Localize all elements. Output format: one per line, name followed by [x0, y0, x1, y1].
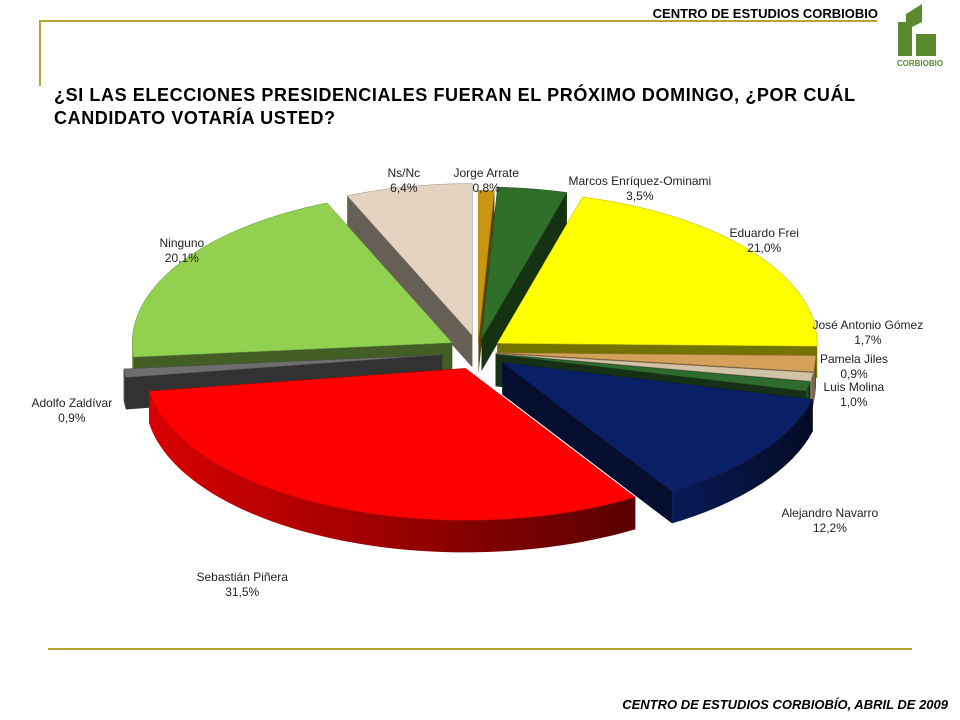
slice-name: Alejandro Navarro: [781, 506, 879, 520]
chart-title: ¿SI LAS ELECCIONES PRESIDENCIALES FUERAN…: [54, 85, 856, 128]
pie-slice: [346, 183, 473, 368]
pie-slice-label: Alejandro Navarro 12,2%: [782, 506, 879, 536]
logo-shape-right: [916, 34, 936, 56]
pie-slice-top: [346, 183, 473, 337]
corbiobio-logo: CORBIOBIO: [897, 4, 943, 68]
pie-slice-label: Pamela Jiles 0,9%: [820, 352, 888, 382]
pie-slice-top: [495, 354, 811, 392]
slice-value: 0,9%: [58, 411, 86, 425]
slice-value: 12,2%: [812, 521, 847, 535]
slice-name: Pamela Jiles: [820, 352, 889, 366]
slice-name: José Antonio Gómez: [812, 318, 924, 332]
pie-slice-label: Adolfo Zaldívar 0,9%: [32, 396, 113, 426]
pie-slice-top: [495, 353, 814, 382]
pie-slice-side: [149, 391, 636, 553]
pie-slice-top: [478, 190, 495, 343]
pie-slice-wall: [481, 192, 567, 371]
pie-slice-label: Eduardo Frei 21,0%: [730, 226, 799, 256]
header-organization: CENTRO DE ESTUDIOS CORBIOBIO: [652, 6, 878, 21]
slice-name: Sebastián Piñera: [196, 570, 288, 584]
pie-slice-top: [495, 352, 817, 373]
pie-slice-top: [148, 368, 636, 521]
pie-slice-side: [123, 368, 126, 410]
slice-name: Ninguno: [159, 236, 205, 250]
pie-slice-side: [672, 399, 813, 524]
slice-value: 0,8%: [472, 181, 500, 195]
logo-text: CORBIOBIO: [897, 59, 943, 68]
pie-slice-label: José Antonio Gómez 1,7%: [813, 318, 924, 348]
slice-name: Ns/Nc: [387, 166, 421, 180]
slice-value: 20,1%: [164, 251, 199, 265]
pie-slice-top: [501, 362, 814, 492]
slice-value: 21,0%: [747, 241, 782, 255]
pie-slice-wall: [347, 195, 473, 368]
header-rule: [39, 20, 877, 22]
slice-name: Jorge Arrate: [453, 166, 519, 180]
pie-slice-side: [813, 355, 816, 404]
pie-slice-label: Sebastián Piñera 31,5%: [197, 570, 288, 600]
pie-slice-top: [123, 354, 443, 378]
pie-slice-wall: [502, 362, 673, 524]
pie-slice-label: Ninguno 20,1%: [160, 236, 205, 266]
pie-slice: [501, 362, 814, 524]
slice-name: Adolfo Zaldívar: [31, 396, 113, 410]
pie-slice: [481, 186, 568, 371]
slice-value: 31,5%: [225, 585, 260, 599]
pie-slice: [148, 368, 636, 553]
pie-slice-top: [131, 202, 453, 358]
slice-name: Luis Molina: [823, 380, 885, 394]
slice-name: Eduardo Frei: [729, 226, 799, 240]
slice-value: 1,7%: [854, 333, 882, 347]
pie-slice-top: [496, 196, 818, 347]
frame-left-rule: [39, 20, 41, 86]
slice-name: Marcos Enríquez-Ominami: [568, 174, 712, 188]
slice-value: 3,5%: [626, 189, 654, 203]
logo-shape-left: [898, 22, 912, 56]
footer-rule: [48, 648, 912, 650]
slice-value: 6,4%: [390, 181, 418, 195]
slice-value: 1,0%: [840, 395, 868, 409]
footer-source: CENTRO DE ESTUDIOS CORBIOBÍO, ABRIL DE 2…: [622, 697, 948, 712]
pie-slice-label: Jorge Arrate 0,8%: [454, 166, 519, 196]
pie-slice-label: Ns/Nc 6,4%: [388, 166, 421, 196]
pie-slice-top: [481, 186, 568, 340]
pie-slice-label: Luis Molina 1,0%: [824, 380, 885, 410]
pie-slice-label: Marcos Enríquez-Ominami 3,5%: [569, 174, 712, 204]
slice-value: 0,9%: [840, 367, 868, 381]
